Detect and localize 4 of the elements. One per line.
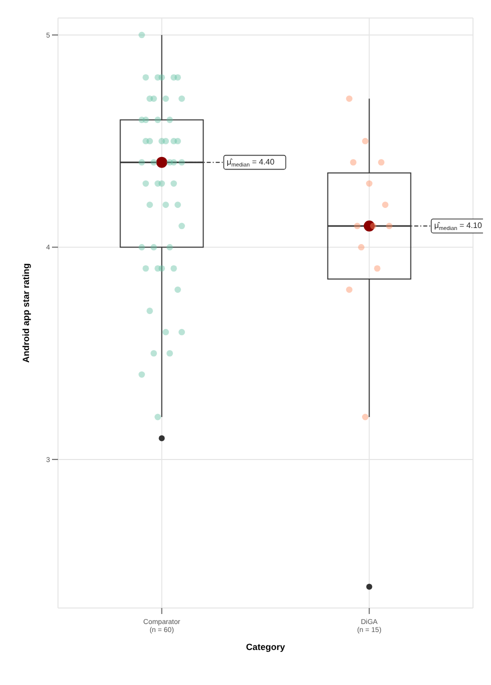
annotation: μ̂$_{median}$ = 4.10 [434, 221, 482, 232]
y-axis-title: Android app star rating [21, 263, 32, 363]
x-axis-title: Category [246, 642, 286, 652]
annotation: μ̂$_{median}$ = 4.40 [226, 157, 275, 169]
